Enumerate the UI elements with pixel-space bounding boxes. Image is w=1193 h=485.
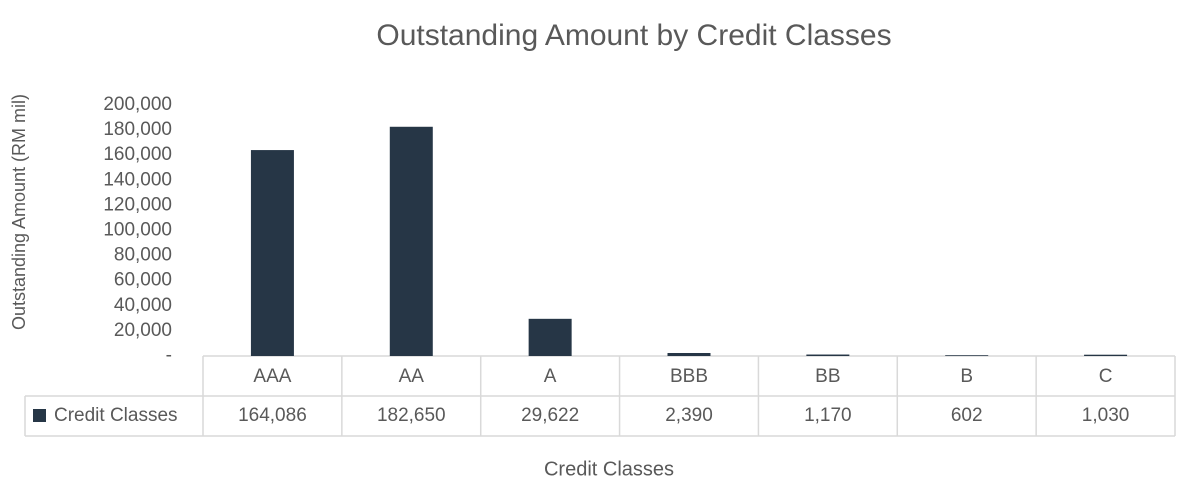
x-tick-label: BB (815, 366, 840, 387)
table-value: 182,650 (377, 405, 446, 426)
x-tick-label: AA (399, 366, 425, 387)
table-value: 1,170 (804, 405, 852, 426)
x-tick-label: A (544, 366, 557, 387)
table-value: 1,030 (1082, 405, 1130, 426)
x-axis-title: Credit Classes (544, 458, 674, 480)
y-tick-label: 120,000 (103, 194, 172, 215)
table-value: 164,086 (238, 405, 307, 426)
x-tick-label: BBB (670, 366, 708, 387)
y-tick-label: 100,000 (103, 220, 172, 241)
y-tick-label: 180,000 (103, 119, 172, 140)
y-tick-label: 20,000 (114, 320, 172, 341)
y-tick-label: 140,000 (103, 169, 172, 190)
bar (1084, 354, 1128, 356)
y-tick-label: 160,000 (103, 144, 172, 165)
table-value: 29,622 (521, 405, 579, 426)
legend-swatch (33, 409, 46, 422)
x-tick-label: AAA (253, 366, 291, 387)
y-tick-label: 80,000 (114, 245, 172, 266)
bar (945, 355, 989, 356)
y-tick-label: 40,000 (114, 295, 172, 316)
legend-label: Credit Classes (54, 405, 178, 426)
x-tick-label: B (960, 366, 973, 387)
bar (389, 126, 433, 356)
y-axis-title: Outstanding Amount (RM mil) (9, 94, 29, 330)
y-tick-label: - (166, 345, 172, 366)
chart-title: Outstanding Amount by Credit Classes (376, 19, 891, 52)
bar (806, 354, 850, 356)
x-tick-label: C (1099, 366, 1113, 387)
bar (250, 150, 294, 356)
bar (667, 353, 711, 356)
bar (528, 318, 572, 356)
y-tick-label: 60,000 (114, 270, 172, 291)
table-value: 2,390 (665, 405, 713, 426)
table-value: 602 (951, 405, 983, 426)
y-tick-label: 200,000 (103, 94, 172, 115)
